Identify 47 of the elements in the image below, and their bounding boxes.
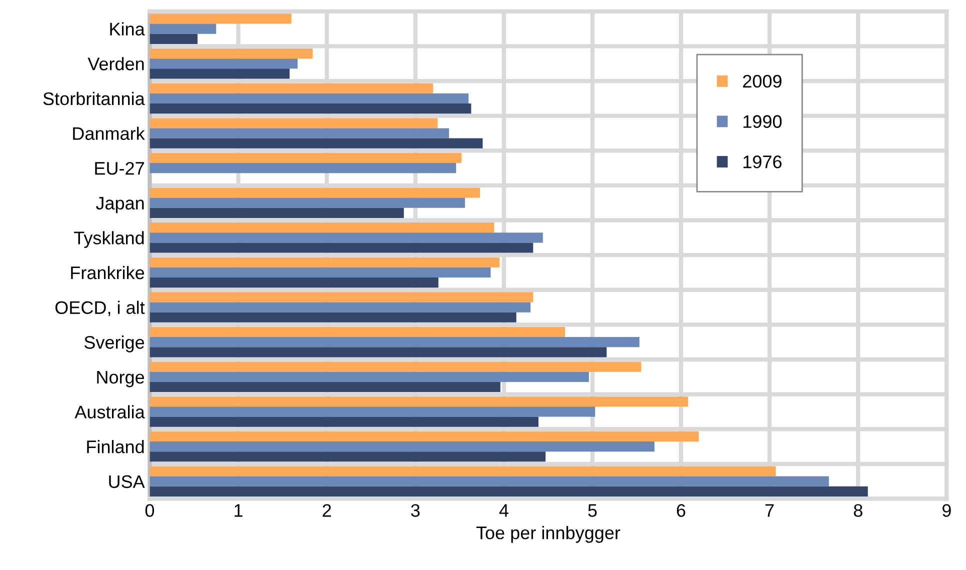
bar <box>150 128 450 138</box>
legend-label: 2009 <box>743 74 782 88</box>
bar <box>150 441 654 452</box>
x-tick-label: 3 <box>411 504 420 517</box>
bar <box>150 93 469 104</box>
y-tick-label: Japan <box>96 196 144 214</box>
y-tick-label: OECD, i alt <box>55 300 145 316</box>
y-tick-label: Danmark <box>73 126 145 140</box>
bar <box>150 68 290 79</box>
x-tick-label: 6 <box>676 504 686 517</box>
x-tick-label: 0 <box>145 504 154 517</box>
bar <box>150 34 198 44</box>
y-tick-label: Kina <box>110 22 145 36</box>
x-axis-title: Toe per innbygger <box>476 526 620 543</box>
bar <box>150 337 640 348</box>
bar <box>150 372 589 382</box>
bar <box>150 208 404 218</box>
x-tick-label: 8 <box>854 504 862 517</box>
legend-label: 1976 <box>744 155 782 168</box>
x-tick-label: 9 <box>942 504 951 517</box>
bar <box>150 24 216 34</box>
bar <box>150 267 491 278</box>
bar <box>150 476 829 486</box>
bar <box>150 58 298 69</box>
y-tick-label: Verden <box>88 57 144 70</box>
x-tick-label: 7 <box>765 504 774 517</box>
bar <box>150 302 530 312</box>
legend-label: 1990 <box>744 115 782 128</box>
bar <box>150 14 292 24</box>
y-tick-label: Sverige <box>84 336 144 352</box>
y-tick-label: Norge <box>97 371 144 388</box>
y-tick-label: Storbritannia <box>43 92 145 106</box>
x-tick-label: 1 <box>234 504 242 517</box>
bar <box>150 163 456 174</box>
x-tick-label: 4 <box>499 504 508 517</box>
bar <box>150 198 465 208</box>
y-tick-label: Australia <box>74 405 145 418</box>
bar <box>150 48 313 59</box>
y-tick-label: USA <box>109 475 145 488</box>
y-tick-label: Tyskland <box>74 231 144 248</box>
x-tick-label: 5 <box>588 504 597 517</box>
x-tick-label: 2 <box>322 504 331 517</box>
y-tick-label: Frankrike <box>71 266 144 280</box>
y-tick-label: Finland <box>87 440 144 454</box>
y-tick-label: EU-27 <box>95 162 144 175</box>
bar <box>150 232 543 243</box>
bar <box>150 406 596 417</box>
